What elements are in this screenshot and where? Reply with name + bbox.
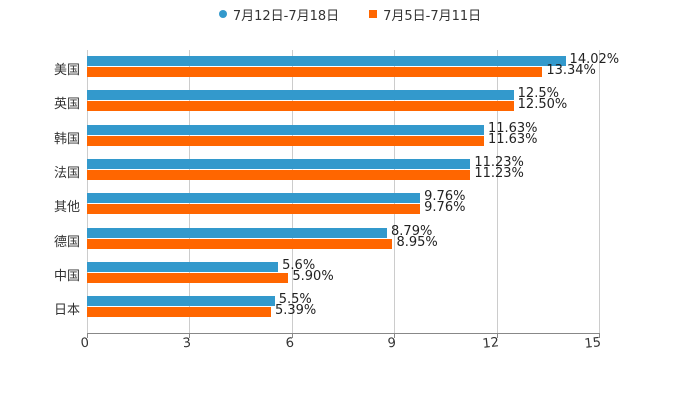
- data-label: 12.50%: [517, 97, 568, 112]
- bar[interactable]: [87, 228, 388, 238]
- legend-label: 7月12日-7月18日: [232, 8, 340, 24]
- bar[interactable]: [87, 262, 279, 272]
- gridline: [87, 50, 88, 333]
- category-label: 德国: [53, 234, 80, 250]
- gridline: [189, 50, 190, 333]
- data-label: 14.02%: [569, 52, 620, 67]
- legend-item-series-1[interactable]: 7月12日-7月18日: [218, 4, 340, 24]
- bar[interactable]: [87, 239, 393, 249]
- category-label: 其他: [53, 200, 80, 216]
- data-label: 13.34%: [546, 63, 596, 78]
- chart-legend: 7月12日-7月18日 7月5日-7月11日: [0, 4, 700, 24]
- data-label: 8.95%: [396, 235, 438, 250]
- data-label: 5.90%: [292, 269, 334, 284]
- data-label: 5.6%: [282, 258, 316, 273]
- bar[interactable]: [87, 307, 271, 317]
- bar[interactable]: [87, 273, 289, 283]
- axis-tick: [189, 333, 190, 338]
- data-label: 8.79%: [391, 224, 433, 239]
- data-label: 9.76%: [424, 189, 466, 204]
- legend-dot-icon: [218, 10, 227, 18]
- gridline: [497, 50, 498, 333]
- category-label: 英国: [53, 97, 80, 113]
- bar[interactable]: [87, 204, 421, 214]
- axis-tick-label: 6: [284, 335, 295, 352]
- data-label: 12.5%: [517, 86, 559, 101]
- bar[interactable]: [87, 159, 471, 169]
- bar[interactable]: [87, 90, 514, 100]
- axis-tick: [292, 333, 293, 338]
- legend-square-icon: [369, 10, 378, 18]
- bar[interactable]: [87, 136, 484, 146]
- category-label: 法国: [53, 165, 80, 181]
- axis-tick: [87, 333, 88, 338]
- category-label: 美国: [53, 63, 80, 78]
- data-label: 5.39%: [274, 303, 317, 318]
- bar[interactable]: [87, 125, 484, 135]
- bar[interactable]: [87, 170, 471, 180]
- axis-tick-label: 3: [181, 335, 192, 352]
- category-label: 中国: [53, 268, 80, 284]
- data-label: 11.23%: [474, 155, 524, 170]
- data-label: 11.23%: [474, 166, 524, 181]
- data-label: 11.63%: [487, 132, 538, 147]
- bar[interactable]: [87, 296, 275, 306]
- data-label: 5.5%: [278, 292, 312, 307]
- category-label: 韩国: [53, 131, 80, 147]
- bar[interactable]: [87, 193, 421, 203]
- x-axis-line: [87, 333, 600, 334]
- data-label: 11.63%: [487, 121, 538, 136]
- gridline: [292, 50, 293, 333]
- bar[interactable]: [87, 67, 543, 77]
- axis-tick-label: 9: [386, 335, 397, 352]
- bar[interactable]: [87, 56, 566, 66]
- gridline: [599, 50, 600, 333]
- axis-tick-label: 12: [481, 335, 500, 352]
- axis-tick: [599, 333, 600, 338]
- category-label: 日本: [53, 303, 80, 319]
- axis-tick-label: 15: [583, 335, 602, 352]
- axis-tick: [497, 333, 498, 338]
- axis-tick: [394, 333, 395, 338]
- bar[interactable]: [87, 101, 514, 111]
- legend-item-series-2[interactable]: 7月5日-7月11日: [369, 4, 481, 24]
- axis-tick-label: 0: [79, 335, 90, 352]
- legend-label: 7月5日-7月11日: [383, 8, 482, 24]
- data-label: 9.76%: [424, 200, 466, 215]
- gridline: [394, 50, 395, 333]
